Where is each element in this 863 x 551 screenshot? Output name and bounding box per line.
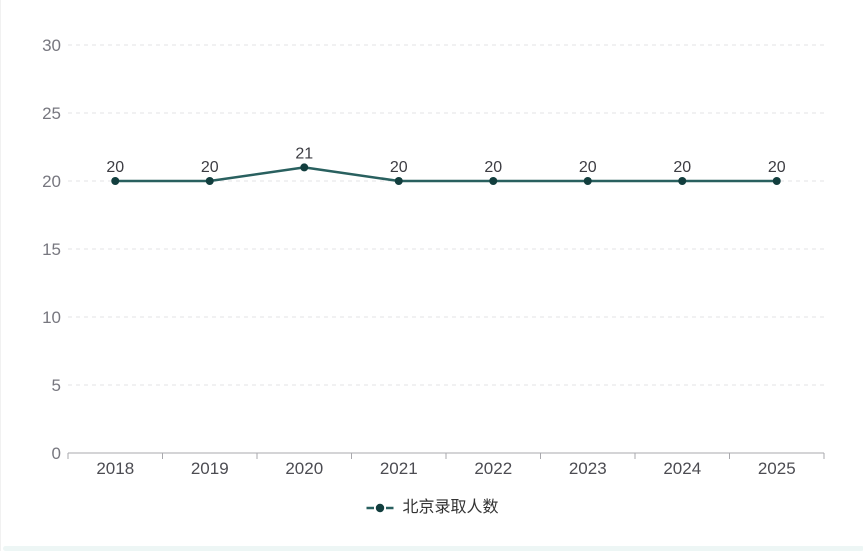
- y-axis-tick-label: 5: [52, 376, 61, 395]
- data-point-label: 20: [201, 159, 219, 176]
- y-axis-tick-label: 20: [42, 172, 61, 191]
- data-point-label: 21: [295, 145, 313, 162]
- data-point[interactable]: [111, 177, 120, 185]
- data-point-label: 20: [106, 159, 124, 176]
- data-point[interactable]: [300, 163, 309, 172]
- legend-label: 北京录取人数: [402, 499, 499, 516]
- data-point[interactable]: [394, 177, 403, 185]
- legend: 北京录取人数: [1, 500, 863, 516]
- x-axis-tick-label: 2021: [380, 459, 418, 478]
- y-axis-tick-label: 0: [52, 444, 61, 463]
- line-series-marker-icon: [366, 503, 394, 513]
- x-axis-tick-label: 2023: [569, 459, 607, 478]
- y-axis-tick-label: 15: [42, 240, 61, 259]
- data-point-label: 20: [673, 159, 691, 176]
- x-axis-tick-label: 2020: [285, 459, 323, 478]
- data-point[interactable]: [678, 177, 687, 185]
- data-point-label: 20: [390, 159, 408, 176]
- x-axis-tick-label: 2024: [663, 459, 701, 478]
- x-axis-tick-label: 2025: [758, 459, 796, 478]
- y-axis-tick-label: 10: [42, 308, 61, 327]
- y-axis-tick-label: 30: [42, 36, 61, 55]
- x-axis-tick-label: 2019: [191, 459, 229, 478]
- legend-item-beijing-admissions[interactable]: 北京录取人数: [366, 499, 499, 516]
- data-point[interactable]: [489, 177, 498, 185]
- data-point[interactable]: [772, 177, 781, 185]
- card-bottom-edge: [3, 546, 863, 551]
- data-point-label: 20: [484, 159, 502, 176]
- x-axis-tick-label: 2022: [474, 459, 512, 478]
- data-point[interactable]: [205, 177, 214, 185]
- y-axis-tick-label: 25: [42, 104, 61, 123]
- data-point[interactable]: [583, 177, 592, 185]
- data-point-label: 20: [579, 159, 597, 176]
- x-axis-tick-label: 2018: [96, 459, 134, 478]
- series-line: [114, 166, 778, 183]
- data-point-label: 20: [768, 159, 786, 176]
